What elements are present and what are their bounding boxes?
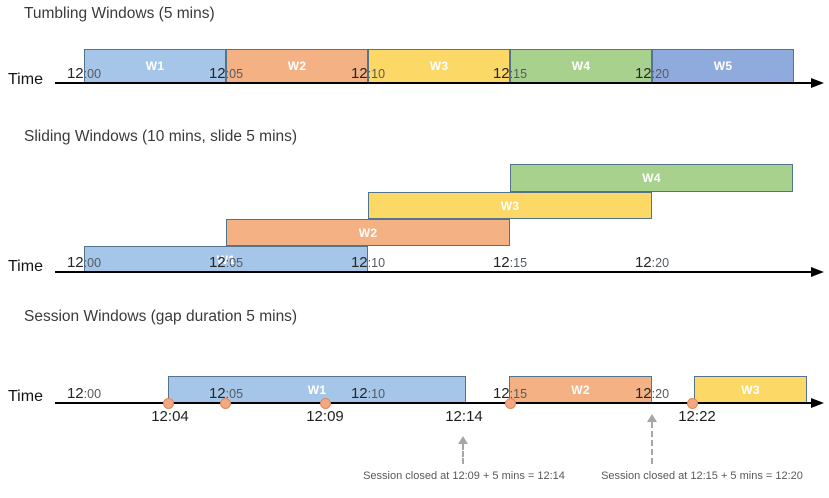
session-window-w3: W3 xyxy=(694,376,807,403)
session-window-w2-label: W2 xyxy=(571,382,590,397)
event-dot-1206 xyxy=(220,398,231,409)
event-label-1204: 12:04 xyxy=(151,408,189,425)
session-close-annotation-2: Session closed at 12:15 + 5 mins = 12:20 xyxy=(601,470,803,482)
session-close-arrow-line-1 xyxy=(462,444,464,464)
tumbling-window-w1-label: W1 xyxy=(145,59,165,73)
session-axis-arrowhead-icon xyxy=(811,398,824,408)
session-close-annotation-1: Session closed at 12:09 + 5 mins = 12:14 xyxy=(363,470,565,482)
session-section-title: Session Windows (gap duration 5 mins) xyxy=(24,308,298,325)
sliding-window-w4: W4 xyxy=(510,164,793,192)
event-label-1209: 12:09 xyxy=(306,408,344,425)
event-dot-1222 xyxy=(687,398,698,409)
tumbling-tick-1215: 12:15 xyxy=(492,65,528,82)
sliding-window-w3-label: W3 xyxy=(500,198,520,213)
session-window-w1: W1 xyxy=(168,376,466,403)
tumbling-window-w3-label: W3 xyxy=(429,59,449,73)
session-axis-line xyxy=(55,402,812,404)
sliding-tick-1215: 12:15 xyxy=(492,254,528,271)
sliding-tick-1200: 12:00 xyxy=(66,254,102,271)
sliding-axis-line xyxy=(55,271,812,273)
event-label-1214: 12:14 xyxy=(445,408,483,425)
tumbling-time-axis-label: Time xyxy=(8,71,43,88)
session-window-w1-label: W1 xyxy=(307,382,327,397)
sliding-window-w4-label: W4 xyxy=(642,171,661,185)
sliding-section-title: Sliding Windows (10 mins, slide 5 mins) xyxy=(24,128,298,145)
sliding-time-axis-label: Time xyxy=(8,258,43,275)
tumbling-tick-1210: 12:10 xyxy=(350,65,386,82)
session-tick-1205: 12:05 xyxy=(208,385,244,402)
sliding-window-w1-label: W1 xyxy=(216,252,236,267)
sliding-tick-1220: 12:20 xyxy=(634,254,670,271)
session-tick-1215: 12:15 xyxy=(492,385,528,402)
session-close-arrowhead-1-icon xyxy=(458,436,468,444)
session-window-w2: W2 xyxy=(509,376,652,403)
tumbling-window-w2-label: W2 xyxy=(287,59,307,73)
event-label-1222: 12:22 xyxy=(678,408,716,425)
tumbling-window-w5: W5 xyxy=(652,49,794,83)
session-time-axis-label: Time xyxy=(8,388,43,405)
sliding-tick-1210: 12:10 xyxy=(350,254,386,271)
tumbling-tick-1220: 12:20 xyxy=(634,65,670,82)
session-window-w3-label: W3 xyxy=(741,382,760,397)
session-tick-1210: 12:10 xyxy=(350,385,386,402)
tumbling-axis-line xyxy=(55,82,812,84)
sliding-tick-1205: 12:05 xyxy=(208,254,244,271)
sliding-window-w2-label: W2 xyxy=(358,225,378,240)
tumbling-tick-1205: 12:05 xyxy=(208,65,244,82)
session-close-arrowhead-2-icon xyxy=(647,414,657,422)
event-dot-1204 xyxy=(163,398,174,409)
session-tick-1220: 12:20 xyxy=(634,385,670,402)
sliding-axis-arrowhead-icon xyxy=(811,267,824,277)
event-dot-1215 xyxy=(505,398,516,409)
tumbling-section-title: Tumbling Windows (5 mins) xyxy=(24,5,215,22)
tumbling-tick-1200: 12:00 xyxy=(66,65,102,82)
session-close-arrow-line-2 xyxy=(651,422,653,464)
tumbling-window-w3: W3 xyxy=(368,49,510,83)
sliding-window-w2: W2 xyxy=(226,219,510,246)
event-dot-1209 xyxy=(320,398,331,409)
tumbling-window-w1: W1 xyxy=(84,49,226,83)
session-tick-1200: 12:00 xyxy=(66,385,102,402)
tumbling-window-w4-label: W4 xyxy=(571,59,591,73)
sliding-window-w3: W3 xyxy=(368,192,652,219)
tumbling-window-w5-label: W5 xyxy=(713,59,733,73)
tumbling-axis-arrowhead-icon xyxy=(811,78,824,88)
sliding-window-w1: W1 xyxy=(84,246,368,273)
